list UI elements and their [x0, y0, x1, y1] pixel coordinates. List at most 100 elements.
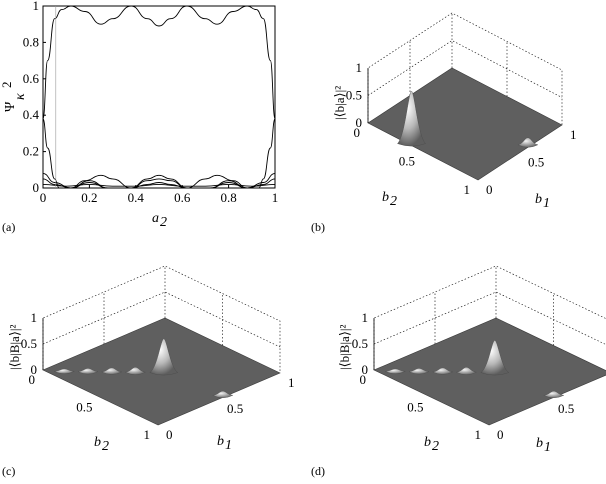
panel-c-peak-1: [149, 338, 179, 376]
panel-d-peaks: [384, 340, 565, 398]
panel-d-b1-label: b: [536, 436, 543, 451]
panel-c-peak-2: [212, 390, 234, 398]
panel-d-b1-tick-label: 0: [497, 427, 504, 442]
panel-d-b2-label: b: [424, 435, 431, 450]
panel-d-b2-tick-label: 0.5: [407, 400, 423, 415]
panel-a-y-tick-label: 0.2: [23, 144, 39, 159]
panel-d-b2-label-sub: 2: [432, 439, 439, 454]
panel-b-back-wall: [367, 12, 563, 125]
panel-c-peak-6: [53, 368, 76, 374]
panel-d-peak-2: [543, 390, 565, 398]
panel-a-series-group: [42, 5, 276, 189]
panel-b-b1-label: b: [535, 192, 542, 207]
panel-c-peak-5: [77, 368, 99, 375]
panel-d-b1-tick-label: 0.5: [558, 401, 574, 416]
panel-a-series-1: [42, 5, 276, 120]
panel-d-zlabel: |⟨b|B|a⟩|²: [337, 325, 352, 370]
panel-b-label: (b): [311, 220, 325, 234]
panel-d-peak-3: [455, 366, 478, 375]
panel-c-b2-label: b: [94, 435, 101, 450]
panel-d-z-tick-label: 1: [362, 310, 369, 325]
panel-b-z-tick-label: 1: [356, 60, 363, 75]
panel-c-label: (c): [2, 464, 15, 478]
panel-b-peak-1: [397, 91, 426, 147]
panel-c-b1-label: b: [217, 434, 224, 449]
panel-a-ylabel-sup: 2: [0, 82, 14, 89]
panel-b-peak-2: [517, 137, 539, 148]
panel-b-b1-label-sub: 1: [543, 196, 550, 211]
panel-c-peak-3: [124, 366, 147, 375]
panel-a-x-tick-label: 0: [40, 190, 47, 205]
panel-c-b1-label-sub: 1: [225, 438, 232, 453]
panel-b-b2-label-sub: 2: [390, 194, 397, 209]
panel-b-b1-tick-label: 1: [570, 127, 577, 142]
panel-d-z-gridline: [373, 291, 606, 345]
panel-d-z-tick-label: 0: [362, 362, 369, 377]
panel-a-x-tick-label: 0.6: [174, 190, 191, 205]
panel-d-b2-tick-label: 1: [475, 427, 482, 442]
panel-d-peak-1: [480, 340, 510, 376]
panel-b-b2-tick-label: 0: [354, 125, 361, 140]
panel-a-axes-box: [42, 5, 276, 189]
panel-a-y-tick-label: 0.4: [23, 107, 40, 122]
panel-c-b2-tick-label: 0: [29, 372, 36, 387]
panel-b-peaks: [397, 91, 539, 148]
panel-d-label: (d): [311, 464, 325, 478]
panel-a-x-tick-label: 1: [272, 190, 279, 205]
panel-a-series-5: [42, 183, 276, 187]
panel-a-label: (a): [2, 220, 15, 234]
panel-c-b1-tick-label: 0: [166, 427, 173, 442]
panel-a-y-tick-label: 0.6: [23, 71, 40, 86]
panel-d-z-tick-label: 0.5: [352, 336, 368, 351]
panel-a-y-ticks: 0 0.2 0.4 0.6 0.8 1: [23, 0, 46, 195]
panel-c-z-tick-label: 1: [31, 310, 38, 325]
panel-a-xlabel: a: [152, 211, 159, 226]
panel-a-y-tick-label: 0: [33, 180, 40, 195]
panel-b-b2-tick-label: 0.5: [399, 154, 415, 169]
panel-a-x-tick-label: 0.4: [128, 190, 145, 205]
panel-c-b2-tick-label: 1: [144, 427, 151, 442]
panel-d-peak-6: [384, 368, 407, 374]
panel-c-b2-tick-label: 0.5: [76, 400, 92, 415]
panel-b-b1-tick-label: 0.5: [528, 155, 544, 170]
panel-a: 0 0.2 0.4 0.6 0.8 1 00.20.40.60.81 Ψ 2 κ a 2 …: [0, 0, 278, 234]
panel-a-y-tick-label: 1: [33, 0, 40, 13]
panel-c-b1-tick-label: 1: [288, 375, 295, 390]
panel-b-z-tick-label: 0: [356, 115, 363, 130]
panel-c-z-gridline: [42, 291, 281, 348]
panel-d-b1-label-sub: 1: [544, 440, 551, 455]
panel-a-series-2: [42, 118, 276, 189]
panel-a-y-tick-label: 0.8: [23, 34, 39, 49]
panel-c-peak-4: [101, 367, 123, 375]
panel-c-zlabel: |⟨b|B|a⟩|²: [7, 325, 22, 370]
panel-d-peak-5: [408, 368, 430, 375]
panel-a-ylabel-sub: κ: [13, 93, 28, 100]
panel-a-ylabel: Ψ: [3, 101, 18, 112]
panel-d-peak-4: [432, 367, 454, 375]
panel-c-b2-label-sub: 2: [102, 439, 109, 454]
panel-a-xlabel-sub: 2: [160, 215, 167, 230]
panel-b-z-tick-label: 0.5: [346, 88, 362, 103]
panel-d-b2-tick-label: 0: [360, 372, 367, 387]
panel-b-b2-tick-label: 1: [464, 182, 471, 197]
panel-a-x-tick-label: 0.2: [81, 190, 97, 205]
panel-c-z-tick-label: 0.5: [21, 336, 37, 351]
panel-b-z-gridline: [367, 40, 563, 98]
panel-c-b1-tick-label: 0.5: [227, 401, 243, 416]
panel-a-x-ticks: 0 0.2 0.4 0.6 0.8 1: [40, 185, 279, 205]
panel-b-b2-label: b: [382, 190, 389, 205]
panel-b-b1-tick-label: 0: [486, 182, 493, 197]
panel-c-z-tick-label: 0: [31, 362, 38, 377]
panel-b-zlabel: |⟨b|a⟩|²: [332, 86, 347, 120]
panel-c-back-wall: [42, 265, 281, 373]
panel-c-peaks: [53, 338, 234, 398]
panel-a-x-tick-label: 0.8: [220, 190, 236, 205]
panel-a-series-4: [42, 178, 276, 189]
